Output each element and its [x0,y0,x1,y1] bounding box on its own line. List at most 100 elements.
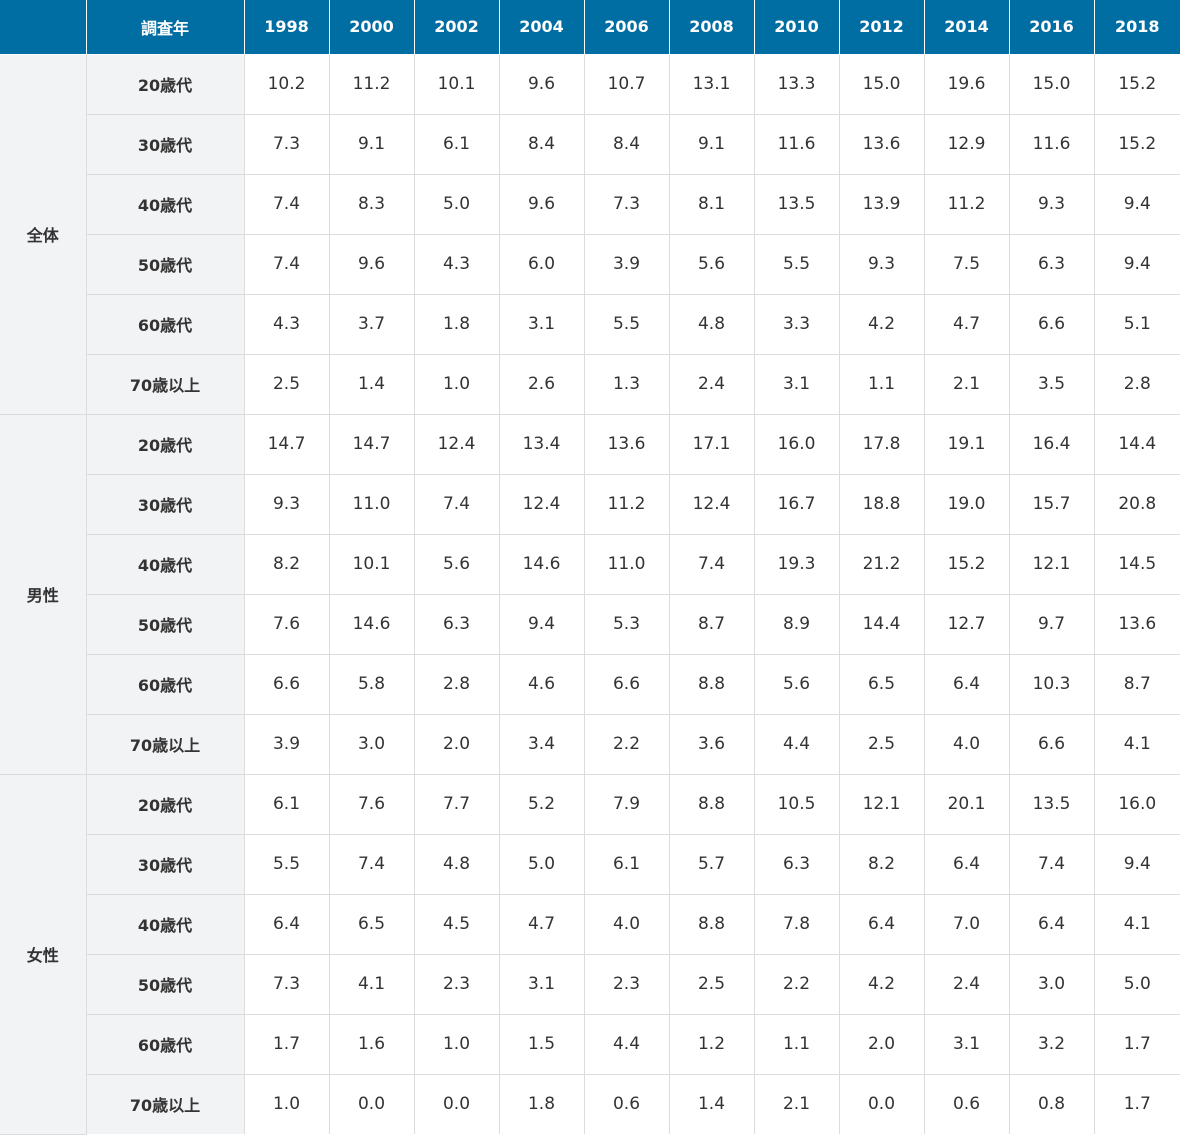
value-cell: 20.8 [1093,473,1180,535]
value-cell: 9.3 [243,473,330,535]
value-cell: 11.6 [1008,113,1095,175]
value-cell: 13.5 [753,173,840,235]
value-cell: 3.1 [753,353,840,415]
value-cell: 2.2 [583,713,670,775]
value-cell: 2.5 [243,353,330,415]
value-cell: 8.8 [668,773,755,835]
age-label-cell: 60歳代 [85,1013,245,1075]
value-cell: 6.4 [838,893,925,955]
value-cell: 0.6 [583,1073,670,1134]
table-row: 70歳以上 1.0 0.0 0.0 1.8 0.6 1.4 2.1 0.0 0.6 0.8 1.7 [0,1073,1180,1134]
value-cell: 7.4 [243,233,330,295]
age-label-cell: 30歳代 [85,473,245,535]
value-cell: 13.6 [583,413,670,475]
year-header-cell: 2014 [923,0,1010,55]
value-cell: 6.1 [243,773,330,835]
value-cell: 3.0 [328,713,415,775]
value-cell: 1.3 [583,353,670,415]
table-row: 30歳代 9.3 11.0 7.4 12.4 11.2 12.4 16.7 18.8 19.0 15… [0,473,1180,535]
value-cell: 12.1 [1008,533,1095,595]
value-cell: 12.7 [923,593,1010,655]
value-cell: 1.0 [413,1013,500,1075]
value-cell: 14.4 [838,593,925,655]
value-cell: 8.8 [668,893,755,955]
value-cell: 5.6 [668,233,755,295]
value-cell: 7.6 [328,773,415,835]
value-cell: 19.6 [923,53,1010,115]
value-cell: 7.3 [583,173,670,235]
value-cell: 6.6 [1008,293,1095,355]
value-cell: 1.8 [413,293,500,355]
table-row: 60歳代 1.7 1.6 1.0 1.5 4.4 1.2 1.1 2.0 3.1 3.2 1.7 [0,1013,1180,1075]
value-cell: 19.0 [923,473,1010,535]
value-cell: 11.2 [583,473,670,535]
value-cell: 4.7 [498,893,585,955]
value-cell: 8.4 [498,113,585,175]
value-cell: 4.3 [413,233,500,295]
value-cell: 6.4 [923,653,1010,715]
value-cell: 7.4 [1008,833,1095,895]
value-cell: 18.8 [838,473,925,535]
value-cell: 7.4 [668,533,755,595]
value-cell: 3.9 [243,713,330,775]
value-cell: 8.8 [668,653,755,715]
age-label-cell: 30歳代 [85,833,245,895]
age-label-cell: 20歳代 [85,773,245,835]
value-cell: 7.8 [753,893,840,955]
year-header-cell: 2002 [413,0,500,55]
value-cell: 17.8 [838,413,925,475]
age-label-cell: 60歳代 [85,293,245,355]
value-cell: 4.5 [413,893,500,955]
value-cell: 3.1 [498,293,585,355]
value-cell: 9.4 [1093,173,1180,235]
value-cell: 10.1 [413,53,500,115]
age-label-cell: 70歳以上 [85,1073,245,1134]
age-label-cell: 50歳代 [85,953,245,1015]
value-cell: 1.2 [668,1013,755,1075]
value-cell: 5.6 [753,653,840,715]
table-row: 女性 20歳代 6.1 7.6 7.7 5.2 7.9 8.8 10.5 12.1 20.1 13.5… [0,773,1180,1135]
value-cell: 1.7 [1093,1073,1180,1134]
value-cell: 2.3 [583,953,670,1015]
value-cell: 7.0 [923,893,1010,955]
value-cell: 5.5 [753,233,840,295]
age-label-cell: 40歳代 [85,533,245,595]
value-cell: 17.1 [668,413,755,475]
table-row: 男性 20歳代 14.7 14.7 12.4 13.4 13.6 17.1 16.0 17.8 19… [0,413,1180,775]
age-label-cell: 50歳代 [85,233,245,295]
value-cell: 0.0 [413,1073,500,1134]
value-cell: 5.6 [413,533,500,595]
value-cell: 15.0 [838,53,925,115]
value-cell: 4.8 [668,293,755,355]
value-cell: 9.6 [498,173,585,235]
year-header-cell: 2010 [753,0,840,55]
year-header-cell: 2006 [583,0,670,55]
value-cell: 7.4 [413,473,500,535]
header-row: 調査年 1998 2000 2002 2004 2006 2008 2010 2012 2014… [0,0,1180,55]
table-row: 30歳代 5.5 7.4 4.8 5.0 6.1 5.7 6.3 8.2 6.4 7.4 9.4 [0,833,1180,895]
age-label-cell: 40歳代 [85,173,245,235]
value-cell: 7.6 [243,593,330,655]
value-cell: 3.5 [1008,353,1095,415]
value-cell: 2.1 [753,1073,840,1134]
value-cell: 14.7 [243,413,330,475]
value-cell: 13.9 [838,173,925,235]
table-row: 70歳以上 3.9 3.0 2.0 3.4 2.2 3.6 4.4 2.5 4.0 6.6 4.1 [0,713,1180,775]
value-cell: 8.7 [668,593,755,655]
value-cell: 3.1 [498,953,585,1015]
value-cell: 2.2 [753,953,840,1015]
value-cell: 1.4 [668,1073,755,1134]
value-cell: 6.1 [583,833,670,895]
value-cell: 6.1 [413,113,500,175]
value-cell: 8.4 [583,113,670,175]
value-cell: 1.1 [753,1013,840,1075]
value-cell: 1.4 [328,353,415,415]
value-cell: 16.4 [1008,413,1095,475]
table-row: 40歳代 8.2 10.1 5.6 14.6 11.0 7.4 19.3 21.2 15.2 12.… [0,533,1180,595]
value-cell: 14.7 [328,413,415,475]
age-label-cell: 50歳代 [85,593,245,655]
value-cell: 9.7 [1008,593,1095,655]
value-cell: 9.1 [668,113,755,175]
value-cell: 10.5 [753,773,840,835]
age-label-cell: 70歳以上 [85,713,245,775]
